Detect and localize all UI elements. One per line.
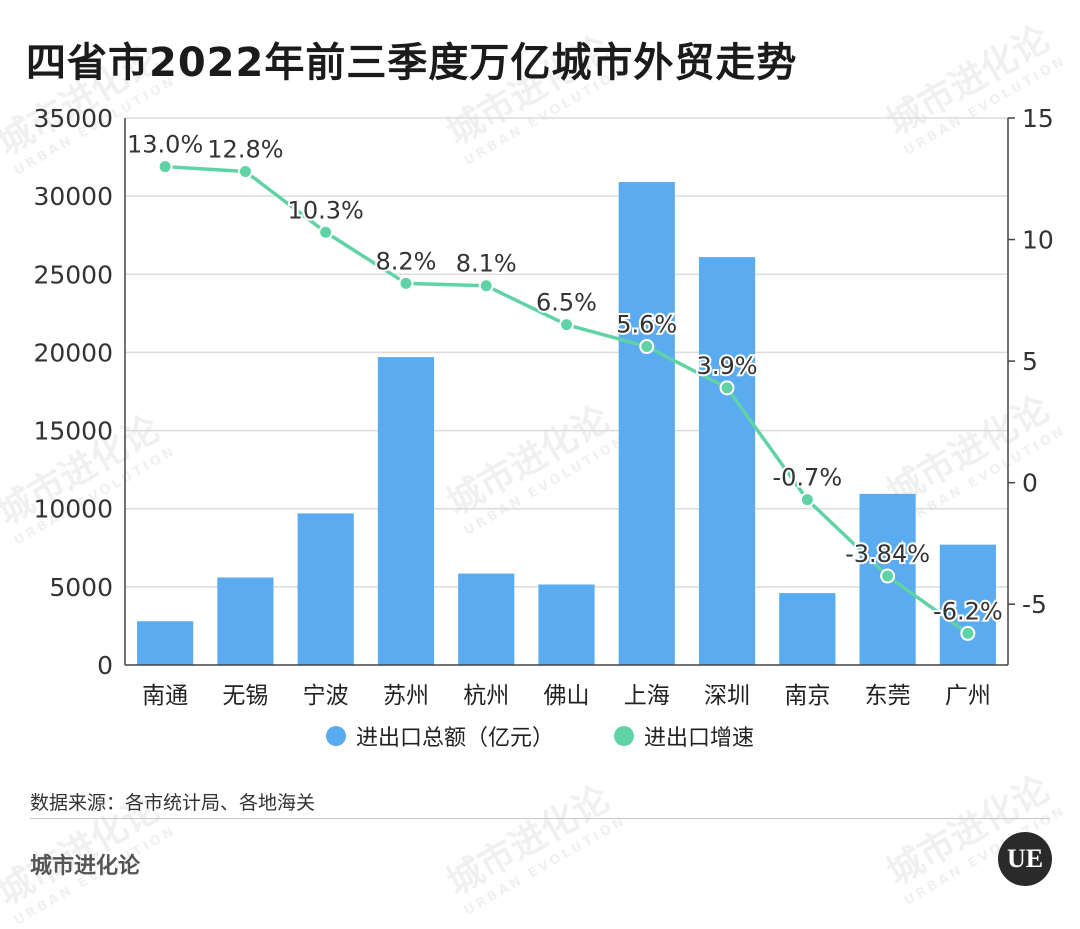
legend-line-label: 进出口增速	[644, 726, 755, 751]
data-source: 数据来源：各市统计局、各地海关	[30, 792, 316, 814]
bar	[377, 357, 435, 665]
growth-point	[398, 275, 414, 291]
legend-item-line[interactable]: 进出口增速	[614, 720, 754, 752]
bar	[698, 257, 756, 665]
chart-title: 四省市2022年前三季度万亿城市外贸走势	[26, 40, 798, 86]
legend-item-bar[interactable]: 进出口总额（亿元）	[325, 720, 554, 752]
legend-line-swatch	[614, 726, 634, 746]
bar	[618, 182, 675, 665]
growth-point	[719, 380, 735, 396]
y-right-tick-label: 15	[1022, 104, 1054, 133]
growth-point	[157, 159, 173, 175]
bar	[458, 573, 515, 665]
growth-data-label: -6.2%	[933, 597, 1003, 625]
y-left-tick-label: 30000	[33, 182, 113, 211]
growth-point	[639, 339, 655, 355]
x-tick-label: 宁波	[303, 683, 349, 709]
growth-point	[318, 224, 334, 240]
x-tick-label: 佛山	[544, 683, 590, 709]
x-tick-label: 无锡	[222, 683, 268, 709]
y-right-tick-label: -5	[1022, 590, 1047, 619]
growth-point	[237, 163, 253, 179]
growth-point	[799, 492, 815, 508]
brand-logo: UE	[998, 832, 1052, 886]
bar	[217, 577, 274, 665]
x-tick-label: 南通	[142, 683, 188, 709]
x-tick-label: 东莞	[865, 683, 911, 709]
x-tick-label: 广州	[945, 683, 991, 709]
growth-data-label: -3.84%	[845, 540, 930, 568]
divider	[30, 818, 1050, 819]
growth-data-label: 3.9%	[697, 352, 758, 380]
growth-data-label: 8.2%	[375, 247, 436, 275]
y-left-tick-label: 15000	[33, 417, 113, 446]
y-right-tick-label: 10	[1022, 226, 1054, 255]
brand-name: 城市进化论	[30, 854, 141, 879]
growth-data-label: 12.8%	[207, 135, 283, 163]
growth-data-label: -0.7%	[772, 464, 842, 492]
bar	[137, 621, 194, 665]
growth-point	[960, 625, 976, 641]
y-right-tick-label: 5	[1022, 347, 1038, 376]
y-left-tick-label: 5000	[49, 573, 113, 602]
growth-data-label: 6.5%	[536, 289, 597, 317]
y-left-tick-label: 25000	[33, 260, 113, 289]
y-left-tick-label: 0	[97, 651, 113, 680]
x-tick-label: 南京	[784, 683, 830, 709]
growth-point	[559, 317, 574, 333]
growth-data-label: 8.1%	[456, 250, 517, 278]
y-left-tick-label: 35000	[33, 104, 113, 133]
x-tick-label: 杭州	[463, 683, 509, 709]
y-right-tick-label: 0	[1022, 469, 1038, 498]
legend-bar-swatch	[325, 726, 346, 746]
legend: 进出口总额（亿元） 进出口增速	[0, 720, 1080, 752]
x-tick-label: 苏州	[383, 683, 429, 709]
y-left-tick-label: 10000	[33, 495, 113, 524]
growth-data-label: 13.0%	[127, 131, 203, 159]
legend-bar-label: 进出口总额（亿元）	[355, 726, 554, 751]
growth-point	[880, 568, 896, 584]
growth-point	[478, 278, 494, 294]
bar	[779, 593, 836, 665]
x-tick-label: 深圳	[704, 683, 750, 709]
x-tick-label: 上海	[624, 683, 670, 709]
bar	[538, 584, 595, 665]
growth-data-label: 10.3%	[288, 196, 364, 224]
bar	[297, 513, 354, 665]
y-left-tick-label: 20000	[33, 338, 113, 367]
bar	[939, 544, 996, 665]
growth-data-label: 5.6%	[616, 311, 677, 339]
